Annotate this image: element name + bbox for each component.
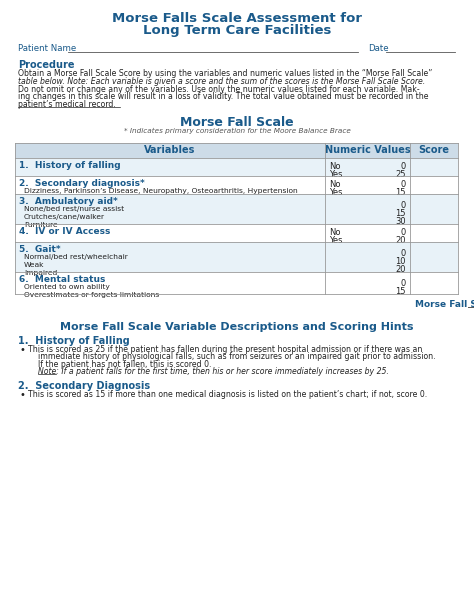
Text: 4.  IV or IV Access: 4. IV or IV Access (19, 228, 110, 236)
Text: Furniture: Furniture (24, 222, 58, 228)
Text: 30: 30 (395, 217, 406, 226)
Text: 1.  History of Falling: 1. History of Falling (18, 336, 130, 346)
Bar (15, 176, 458, 194)
Text: 25: 25 (395, 170, 406, 179)
Text: If the patient has not fallen, this is scored 0.: If the patient has not fallen, this is s… (38, 360, 211, 369)
Text: Morse Fall Scale: Morse Fall Scale (180, 116, 294, 129)
Bar (15, 272, 458, 294)
Text: Morse Fall Scale Variable Descriptions and Scoring Hints: Morse Fall Scale Variable Descriptions a… (60, 322, 414, 332)
Text: •: • (20, 345, 26, 355)
Text: table below. Note: Each variable is given a score and the sum of the scores is t: table below. Note: Each variable is give… (18, 76, 425, 86)
Text: 10: 10 (395, 257, 406, 266)
Text: Note: If a patient falls for the first time, then his or her score immediately i: Note: If a patient falls for the first t… (38, 367, 389, 376)
Text: Yes: Yes (329, 170, 343, 179)
Text: * Indicates primary consideration for the Moore Balance Brace: * Indicates primary consideration for th… (124, 128, 350, 134)
Text: No: No (329, 228, 340, 237)
Text: 3.  Ambulatory aid*: 3. Ambulatory aid* (19, 198, 118, 206)
Text: 1.  History of falling: 1. History of falling (19, 162, 120, 171)
Text: Crutches/cane/walker: Crutches/cane/walker (24, 214, 105, 220)
Text: Variables: Variables (144, 146, 196, 155)
Text: 0: 0 (401, 249, 406, 258)
Text: None/bed rest/nurse assist: None/bed rest/nurse assist (24, 206, 124, 212)
Text: Impaired: Impaired (24, 270, 57, 276)
Text: Date: Date (368, 44, 389, 53)
Text: 5.  Gait*: 5. Gait* (19, 245, 61, 255)
Text: immediate history of physiological falls, such as from seizures or an impaired g: immediate history of physiological falls… (38, 353, 436, 362)
Text: 15: 15 (395, 188, 406, 197)
Text: 0: 0 (401, 180, 406, 189)
Text: Normal/bed rest/wheelchair: Normal/bed rest/wheelchair (24, 254, 128, 260)
Text: Oriented to own ability: Oriented to own ability (24, 284, 110, 290)
Text: Yes: Yes (329, 236, 343, 245)
Text: No: No (329, 162, 340, 171)
Text: 0: 0 (401, 201, 406, 210)
Text: Morse Fall Scale Score Total =: Morse Fall Scale Score Total = (415, 300, 474, 309)
Text: 2.  Secondary diagnosis*: 2. Secondary diagnosis* (19, 179, 145, 188)
Text: Dizziness, Parkinson’s Disease, Neuropathy, Osteoarthritis, Hypertension: Dizziness, Parkinson’s Disease, Neuropat… (24, 188, 298, 194)
Text: Numeric Values: Numeric Values (325, 146, 410, 155)
Text: 2.  Secondary Diagnosis: 2. Secondary Diagnosis (18, 381, 150, 391)
Text: 6.  Mental status: 6. Mental status (19, 275, 105, 285)
Text: Overestimates or forgets limitations: Overestimates or forgets limitations (24, 292, 159, 298)
Text: 20: 20 (395, 265, 406, 274)
Text: 15: 15 (395, 209, 406, 218)
Text: ing changes in this scale will result in a loss of validity. The total value obt: ing changes in this scale will result in… (18, 92, 428, 102)
Text: •: • (20, 390, 26, 400)
Bar (15, 143, 458, 158)
Bar (15, 158, 458, 176)
Text: Long Term Care Facilities: Long Term Care Facilities (143, 24, 331, 37)
Text: This is scored as 15 if more than one medical diagnosis is listed on the patient: This is scored as 15 if more than one me… (28, 390, 427, 399)
Bar (15, 194, 458, 224)
Text: 15: 15 (395, 287, 406, 296)
Text: Patient Name: Patient Name (18, 44, 76, 53)
Text: 0: 0 (401, 162, 406, 171)
Text: Do not omit or change any of the variables. Use only the numeric values listed f: Do not omit or change any of the variabl… (18, 84, 419, 94)
Text: Yes: Yes (329, 188, 343, 197)
Text: Weak: Weak (24, 262, 45, 268)
Text: 0: 0 (401, 228, 406, 237)
Bar (15, 224, 458, 242)
Text: Procedure: Procedure (18, 60, 74, 70)
Text: Score: Score (419, 146, 449, 155)
Text: Obtain a Morse Fall Scale Score by using the variables and numeric values listed: Obtain a Morse Fall Scale Score by using… (18, 69, 432, 78)
Text: 20: 20 (395, 236, 406, 245)
Text: This is scored as 25 if the patient has fallen during the present hospital admis: This is scored as 25 if the patient has … (28, 345, 422, 354)
Text: Morse Falls Scale Assessment for: Morse Falls Scale Assessment for (112, 12, 362, 25)
Text: No: No (329, 180, 340, 189)
Bar (15, 242, 458, 272)
Text: patient’s medical record.: patient’s medical record. (18, 100, 116, 109)
Text: 0: 0 (401, 279, 406, 288)
